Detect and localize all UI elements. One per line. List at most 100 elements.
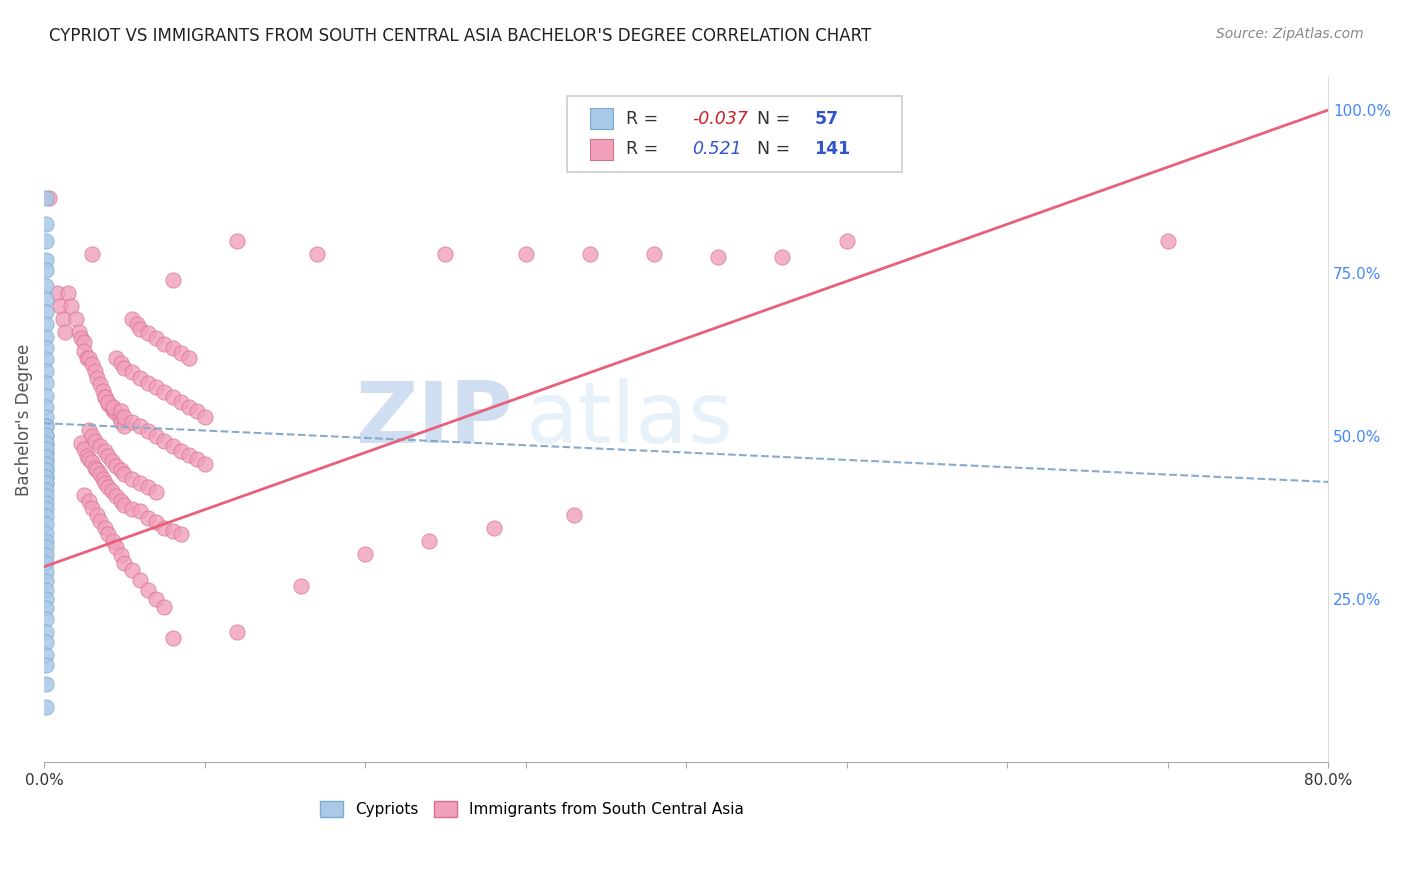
Text: -0.037: -0.037: [693, 110, 748, 128]
Point: [35, 419, 58, 434]
Text: CYPRIOT VS IMMIGRANTS FROM SOUTH CENTRAL ASIA BACHELOR'S DEGREE CORRELATION CHAR: CYPRIOT VS IMMIGRANTS FROM SOUTH CENTRAL…: [49, 27, 872, 45]
Point: [153, 600, 176, 615]
Point: [35, 292, 58, 306]
Point: [105, 406, 128, 420]
Point: [35, 454, 58, 468]
Point: [112, 360, 135, 375]
Point: [35, 191, 58, 205]
Point: [145, 429, 167, 443]
Point: [77, 452, 100, 467]
Point: [225, 624, 247, 639]
FancyBboxPatch shape: [567, 96, 901, 172]
Point: [38, 191, 60, 205]
Point: [105, 489, 128, 503]
Point: [60, 299, 83, 313]
Point: [35, 341, 58, 355]
Bar: [591, 139, 613, 160]
Point: [186, 452, 208, 467]
Point: [35, 376, 58, 390]
Point: [53, 325, 76, 339]
Point: [770, 250, 793, 264]
Point: [35, 502, 58, 516]
Point: [35, 437, 58, 451]
Point: [162, 524, 184, 538]
Point: [145, 484, 167, 499]
Point: [112, 409, 135, 424]
Point: [153, 434, 176, 449]
Text: 141: 141: [814, 140, 851, 159]
Point: [35, 305, 58, 319]
Point: [94, 520, 117, 534]
Point: [86, 463, 108, 477]
Point: [35, 557, 58, 571]
Point: [110, 404, 132, 418]
Point: [121, 472, 143, 486]
Point: [73, 442, 96, 457]
Point: [67, 325, 90, 339]
Point: [35, 457, 58, 471]
Point: [562, 508, 585, 522]
Point: [97, 396, 120, 410]
Point: [108, 409, 131, 424]
Point: [35, 234, 58, 248]
Point: [515, 246, 537, 260]
Point: [129, 370, 152, 384]
Point: [129, 419, 152, 434]
Point: [89, 439, 111, 453]
Point: [84, 434, 107, 449]
Point: [35, 476, 58, 491]
Point: [35, 429, 58, 443]
Point: [35, 574, 58, 588]
Y-axis label: Bachelor's Degree: Bachelor's Degree: [15, 343, 32, 496]
Point: [169, 345, 191, 359]
Point: [35, 483, 58, 497]
Point: [482, 520, 505, 534]
Point: [35, 582, 58, 597]
Point: [177, 448, 200, 462]
Point: [153, 384, 176, 399]
Point: [35, 400, 58, 414]
Point: [169, 443, 191, 458]
Point: [194, 409, 217, 424]
Point: [643, 246, 665, 260]
Bar: [591, 108, 613, 128]
Point: [35, 409, 58, 424]
Point: [127, 317, 149, 331]
Point: [112, 557, 135, 571]
Point: [73, 334, 96, 349]
Point: [100, 484, 122, 499]
Point: [101, 400, 124, 414]
Point: [35, 634, 58, 648]
Point: [138, 510, 160, 524]
Point: [82, 455, 104, 469]
Point: [35, 352, 58, 367]
Point: [77, 351, 100, 365]
Point: [835, 234, 858, 248]
Point: [35, 419, 58, 434]
Point: [35, 525, 58, 540]
Point: [169, 395, 191, 409]
Point: [579, 246, 602, 260]
Point: [177, 400, 200, 414]
Point: [162, 341, 184, 355]
Point: [56, 285, 79, 300]
Point: [76, 351, 98, 365]
Point: [105, 351, 128, 365]
Point: [35, 517, 58, 532]
Point: [35, 540, 58, 554]
Point: [35, 469, 58, 483]
Point: [434, 246, 457, 260]
Point: [84, 460, 107, 475]
Point: [121, 563, 143, 577]
Point: [105, 540, 128, 554]
Legend: Cypriots, Immigrants from South Central Asia: Cypriots, Immigrants from South Central …: [314, 795, 749, 823]
Point: [70, 435, 93, 450]
Text: atlas: atlas: [526, 378, 734, 461]
Point: [225, 234, 247, 248]
Point: [35, 435, 58, 450]
Point: [35, 442, 58, 457]
Point: [35, 364, 58, 378]
Point: [153, 336, 176, 351]
Point: [35, 463, 58, 477]
Point: [86, 370, 108, 384]
